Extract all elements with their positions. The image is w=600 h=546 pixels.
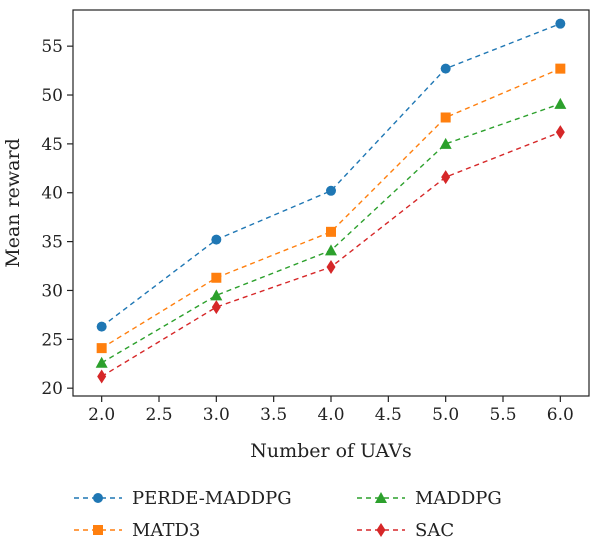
data-point (211, 272, 222, 283)
legend-marker (93, 525, 103, 535)
y-tick-label: 40 (41, 184, 63, 204)
series-perde-maddpg (96, 18, 566, 332)
legend-label: SAC (415, 520, 454, 541)
y-tick-label: 25 (41, 330, 63, 350)
plot-frame (72, 9, 590, 397)
legend-marker (93, 493, 103, 503)
data-point (554, 97, 567, 109)
data-point (210, 289, 223, 301)
data-point (325, 244, 337, 256)
legend-item: MADDPG (357, 488, 502, 509)
y-tick-label: 45 (41, 135, 63, 155)
y-tick-label: 55 (41, 37, 63, 57)
y-axis-label: Mean reward (2, 138, 24, 267)
y-tick-label: 35 (41, 233, 63, 253)
legend: PERDE-MADDPG MATD3 MADDPG SAC (74, 488, 502, 541)
data-point (95, 356, 108, 368)
x-tick-label: 6.0 (547, 405, 574, 425)
data-point (440, 63, 451, 74)
x-tick-label: 4.5 (375, 405, 402, 425)
series-sac (97, 125, 565, 384)
data-point (439, 137, 452, 149)
legend-label: MATD3 (132, 520, 200, 541)
x-tick-label: 3.5 (260, 405, 287, 425)
data-point (326, 226, 336, 237)
data-point (326, 260, 336, 275)
series-layer (95, 18, 567, 384)
data-point (96, 343, 107, 354)
data-point (326, 185, 336, 196)
x-tick-label: 4.0 (317, 405, 344, 425)
series-line (101, 67, 561, 349)
data-point (555, 125, 565, 140)
x-tick-label: 2.0 (88, 405, 115, 425)
data-point (440, 112, 451, 123)
y-tick-label: 50 (41, 86, 63, 106)
data-point (211, 234, 222, 245)
legend-item: PERDE-MADDPG (74, 488, 292, 509)
legend-label: PERDE-MADDPG (132, 488, 292, 509)
data-point (97, 369, 107, 384)
x-axis-label: Number of UAVs (250, 440, 412, 462)
y-tick-label: 30 (41, 281, 63, 301)
x-tick-label: 3.0 (203, 405, 230, 425)
data-point (555, 18, 566, 29)
y-axis: 20 25 30 35 40 45 50 55 (41, 37, 73, 399)
legend-item: MATD3 (74, 520, 200, 541)
y-tick-label: 20 (41, 379, 63, 399)
x-tick-label: 2.5 (145, 405, 172, 425)
legend-marker (375, 492, 387, 503)
legend-label: MADDPG (415, 488, 502, 509)
data-point (555, 63, 566, 74)
series-matd3 (96, 63, 566, 354)
data-point (441, 170, 451, 185)
x-axis: 2.0 2.5 3.0 3.5 4.0 4.5 5.0 5.5 6.0 (88, 396, 574, 425)
legend-item: SAC (357, 520, 454, 541)
x-tick-label: 5.0 (432, 405, 459, 425)
legend-marker (376, 523, 386, 537)
series-maddpg (95, 97, 567, 368)
series-line (101, 23, 561, 328)
data-point (96, 321, 107, 332)
x-tick-label: 5.5 (489, 405, 516, 425)
data-point (211, 300, 221, 315)
